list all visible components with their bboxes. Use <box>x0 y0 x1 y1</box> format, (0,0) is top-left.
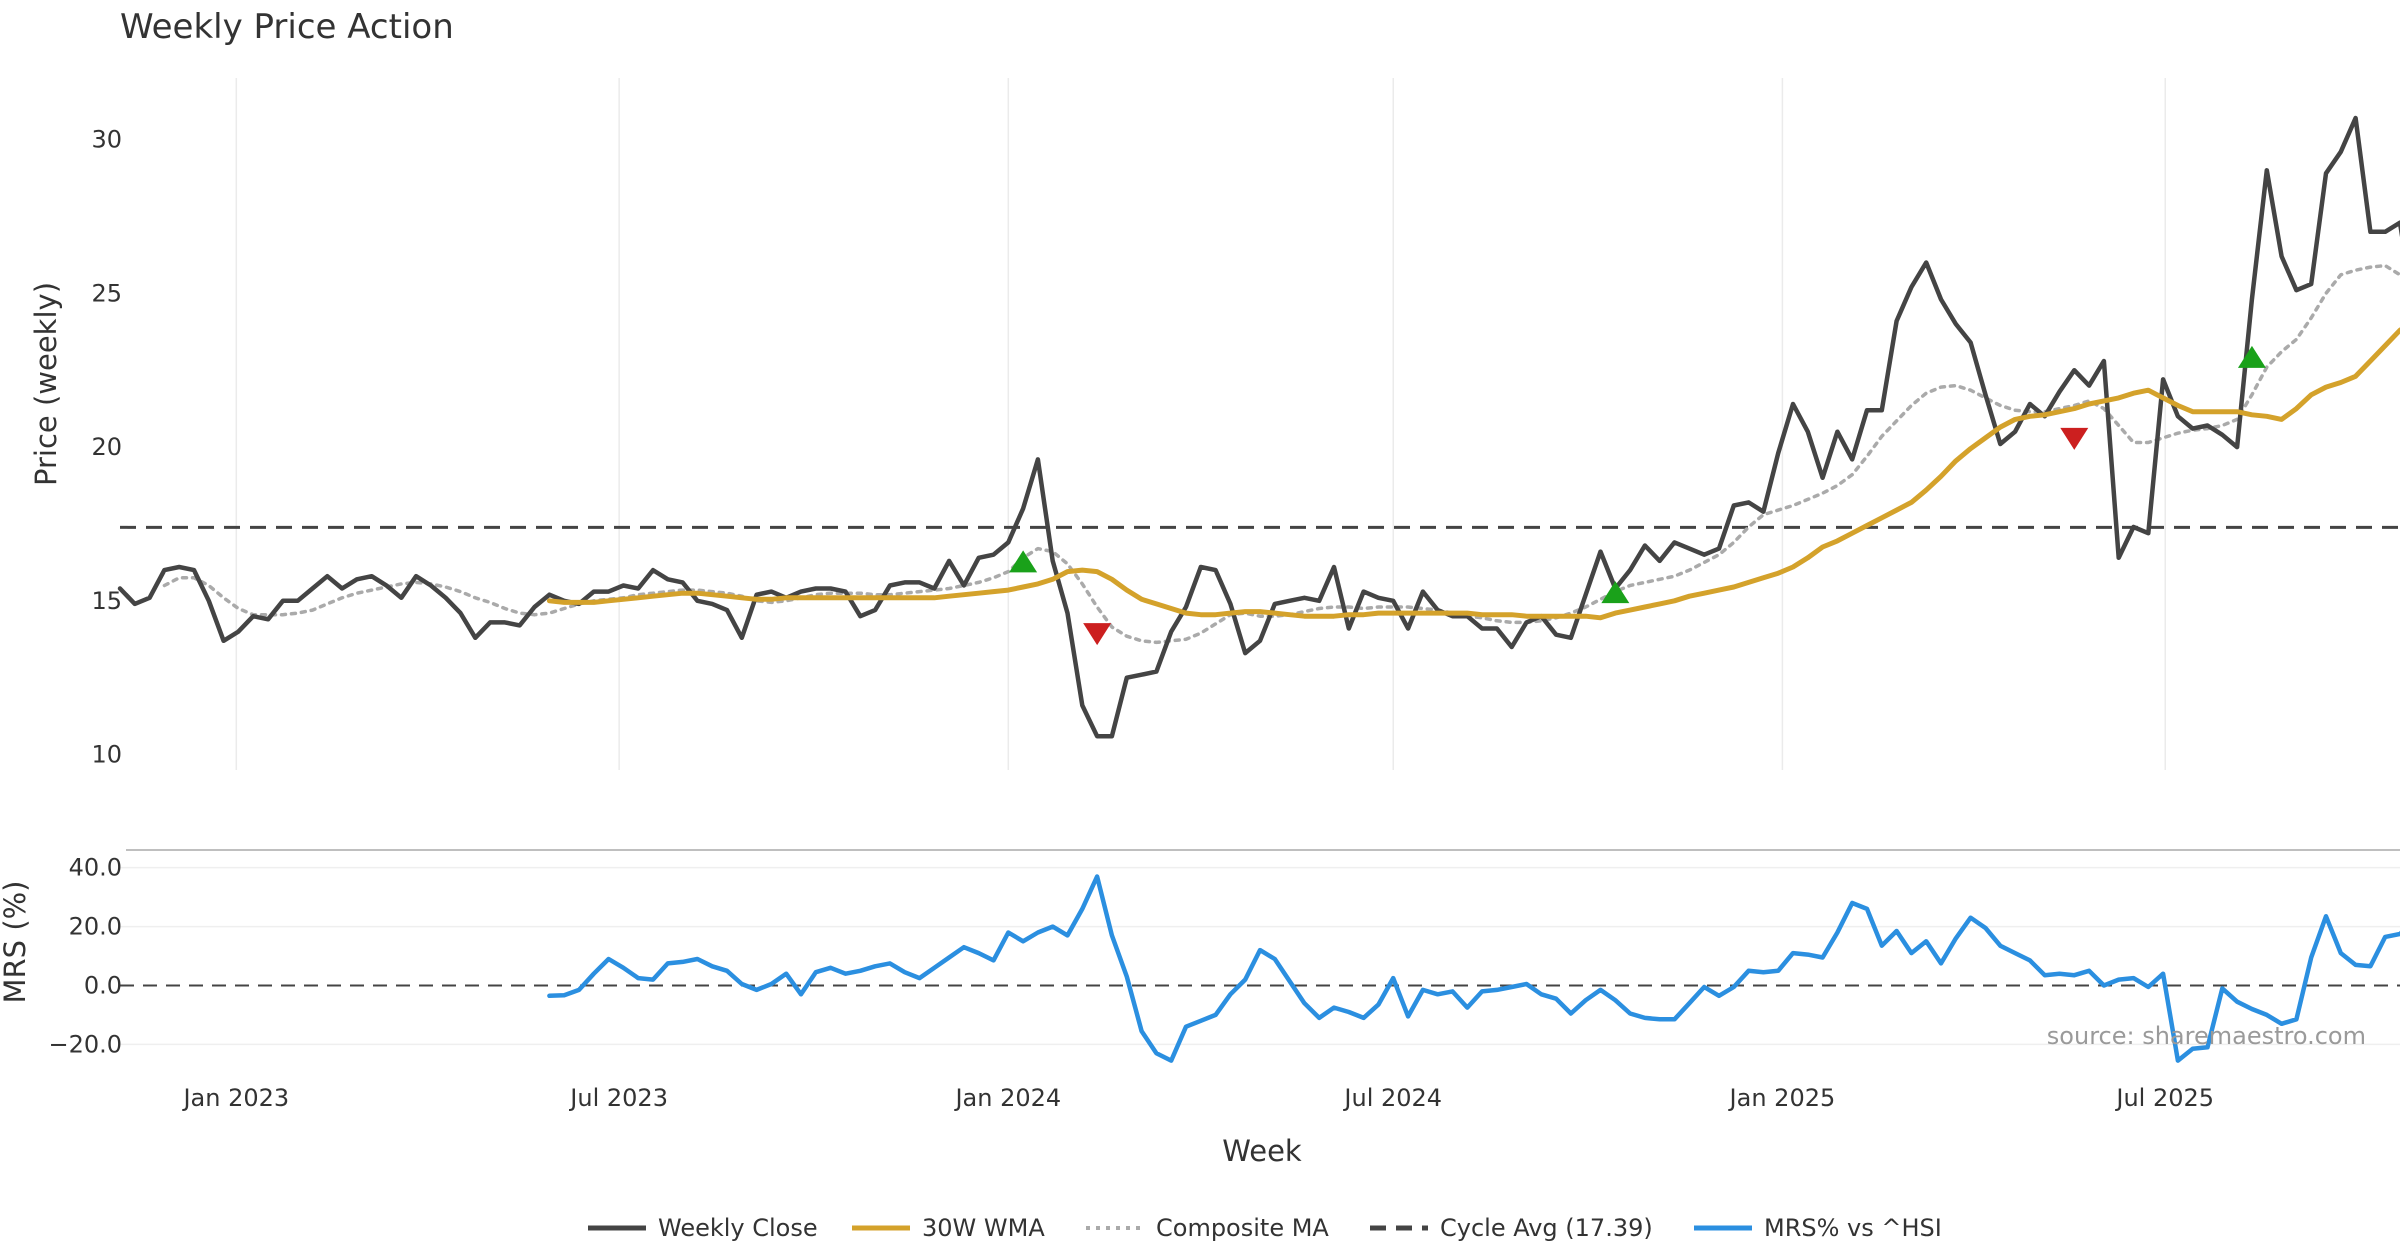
legend-label-composite-ma: Composite MA <box>1156 1214 1329 1242</box>
mrs-y-ticks: −20.0 0.0 20.0 40.0 <box>48 854 122 1059</box>
signal-markers <box>1009 345 2266 646</box>
price-series-group <box>117 115 2400 739</box>
legend-label-30w-wma: 30W WMA <box>922 1214 1045 1242</box>
signal-down-marker <box>2060 427 2089 450</box>
mrs-y-tick-label: 0.0 <box>84 971 122 999</box>
signal-up-marker <box>2237 345 2266 368</box>
price-y-tick-label: 10 <box>91 741 122 769</box>
price-y-tick-label: 20 <box>91 433 122 461</box>
mrs-series-group <box>547 874 2400 1063</box>
mrs-y-tick-label: −20.0 <box>48 1030 122 1058</box>
x-ticks: Jan 2023 Jul 2023 Jan 2024 Jul 2024 Jan 2025… <box>181 1084 2214 1112</box>
mrs-y-tick-label: 20.0 <box>69 913 122 941</box>
series-weekly-close <box>117 115 2400 739</box>
price-y-axis-title: Price (weekly) <box>29 282 63 486</box>
price-y-ticks: 10 15 20 25 30 <box>91 126 122 769</box>
source-label: source: sharemaestro.com <box>2047 1022 2366 1050</box>
signal-up-marker <box>1009 550 1038 573</box>
x-tick-label: Jan 2023 <box>181 1084 289 1112</box>
x-tick-label: Jul 2023 <box>568 1084 668 1112</box>
chart-title: Weekly Price Action <box>120 7 454 47</box>
mrs-y-tick-label: 40.0 <box>69 854 122 882</box>
series-30w-wma <box>546 327 2400 621</box>
price-y-tick-label: 15 <box>91 587 122 615</box>
series-mrs-vs-hsi <box>547 874 2400 1063</box>
mrs-y-axis-title: MRS (%) <box>0 881 32 1004</box>
chart-legend: Weekly Close 30W WMA Composite MA Cycle Avg… <box>588 1214 1942 1242</box>
mrs-grid <box>120 866 2400 1046</box>
price-y-tick-label: 30 <box>91 126 122 154</box>
x-tick-label: Jan 2024 <box>953 1084 1061 1112</box>
legend-label-cycle-avg-17-39: Cycle Avg (17.39) <box>1440 1214 1653 1242</box>
signal-up-marker <box>1601 581 1630 604</box>
signal-down-marker <box>1083 623 1112 646</box>
series-composite-ma <box>162 263 2400 645</box>
price-grid <box>235 78 2166 770</box>
legend-label-mrs-vs-hsi: MRS% vs ^HSI <box>1764 1214 1942 1242</box>
x-axis-title: Week <box>1222 1134 1302 1168</box>
price-y-tick-label: 25 <box>91 279 122 307</box>
x-tick-label: Jan 2025 <box>1728 1084 1836 1112</box>
x-tick-label: Jul 2024 <box>1342 1084 1442 1112</box>
legend-label-weekly-close: Weekly Close <box>658 1214 818 1242</box>
x-tick-label: Jul 2025 <box>2114 1084 2214 1112</box>
